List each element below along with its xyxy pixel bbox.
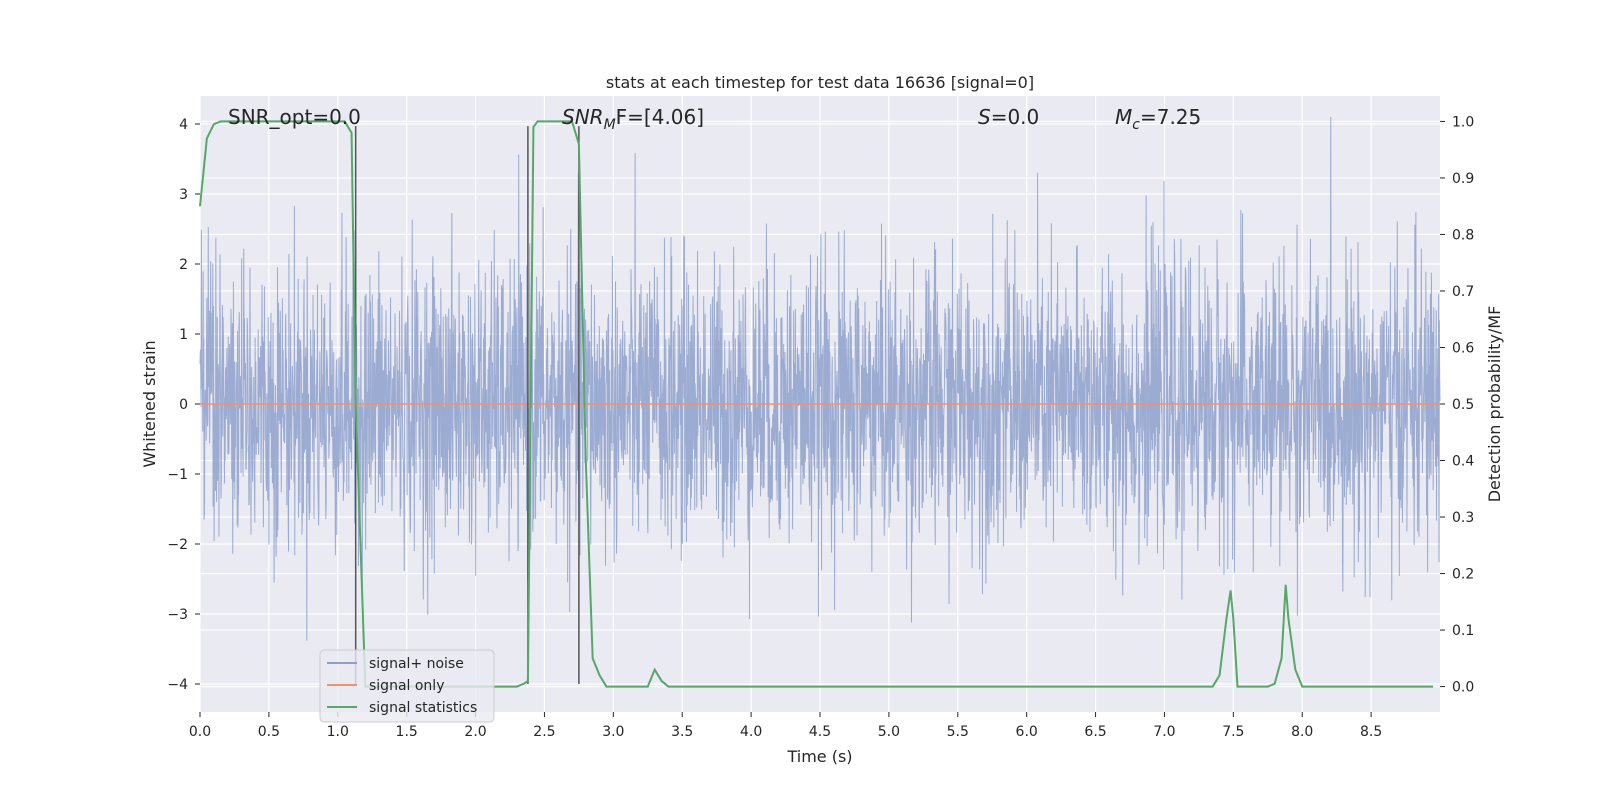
y-right-tick-label: 0.5 — [1452, 397, 1474, 413]
x-tick-label: 6.0 — [1016, 724, 1038, 740]
y-left-tick-label: 2 — [179, 257, 188, 273]
x-tick-label: 6.5 — [1084, 724, 1106, 740]
x-tick-label: 7.5 — [1222, 724, 1244, 740]
x-tick-label: 5.0 — [878, 724, 900, 740]
y-left-tick-label: −1 — [167, 467, 188, 483]
y-right-tick-label: 0.0 — [1452, 680, 1474, 696]
y-right-tick-label: 0.8 — [1452, 227, 1474, 243]
y-left-tick-label: −4 — [167, 677, 188, 693]
y-right-tick-label: 0.3 — [1452, 510, 1474, 526]
y-right-tick-label: 0.7 — [1452, 284, 1474, 300]
annotation-mc: Mc=7.25 — [1115, 105, 1201, 133]
x-tick-label: 8.0 — [1291, 724, 1313, 740]
series-signal-statistics — [199, 120, 1434, 688]
chart-title: stats at each timestep for test data 166… — [606, 73, 1034, 92]
x-tick-label: 3.0 — [602, 724, 624, 740]
x-tick-label: 4.5 — [809, 724, 831, 740]
y-left-tick-label: 3 — [179, 187, 188, 203]
annotation-s-main: S — [978, 105, 991, 129]
y-left-tick-label: −3 — [167, 607, 188, 623]
x-tick-label: 7.0 — [1153, 724, 1175, 740]
x-tick-label: 0.0 — [189, 724, 211, 740]
annotation-snr-mf-sub: M — [604, 117, 616, 133]
y-right-tick-label: 0.4 — [1452, 454, 1474, 470]
y-axis-label-left: Whitened strain — [140, 340, 159, 467]
legend-box — [319, 649, 495, 723]
y-left-tick-label: 4 — [179, 117, 188, 133]
x-tick-label: 1.0 — [327, 724, 349, 740]
y-right-tick-label: 1.0 — [1452, 114, 1474, 130]
x-tick-label: 2.5 — [533, 724, 555, 740]
x-tick-label: 0.5 — [258, 724, 280, 740]
y-right-gridlines — [200, 120, 1440, 688]
y-left-tick-label: 0 — [179, 397, 188, 413]
legend: signal+ noise signal only signal statist… — [319, 649, 495, 723]
y-left-tick-label: −2 — [167, 537, 188, 553]
x-tick-label: 5.5 — [947, 724, 969, 740]
series-signal-noise — [199, 116, 1441, 641]
annotation-snr-mf-rest: F=[4.06] — [616, 105, 704, 129]
annotation-s: S=0.0 — [978, 105, 1039, 129]
y-right-tick-label: 0.2 — [1452, 567, 1474, 583]
y-left-tick-label: 1 — [179, 327, 188, 343]
noise-trace — [199, 116, 1441, 641]
y-ticks-left: 4 3 2 1 0 −1 −2 −3 −4 — [167, 117, 200, 693]
legend-label-signal-only: signal only — [369, 678, 444, 694]
y-right-tick-label: 0.1 — [1452, 623, 1474, 639]
x-tick-label: 2.0 — [464, 724, 486, 740]
annotation-snr-mf: SNRMF=[4.06] — [562, 105, 704, 133]
x-tick-label: 8.5 — [1360, 724, 1382, 740]
y-axis-label-right: Detection probability/MF — [1485, 306, 1504, 503]
annotation-snr-mf-main: SNR — [562, 105, 604, 129]
annotation-s-rest: =0.0 — [991, 105, 1040, 129]
y-right-tick-label: 0.9 — [1452, 171, 1474, 187]
x-tick-label: 3.5 — [671, 724, 693, 740]
y-right-tick-label: 0.6 — [1452, 340, 1474, 356]
x-axis-label: Time (s) — [786, 747, 852, 766]
annotation-mc-main: M — [1115, 105, 1132, 129]
annotation-mc-rest: =7.25 — [1140, 105, 1201, 129]
annotation-snr-opt: SNR_opt=0.0 — [228, 105, 361, 129]
legend-label-signal-noise: signal+ noise — [369, 656, 464, 672]
legend-label-signal-statistics: signal statistics — [369, 700, 477, 716]
x-tick-label: 4.0 — [740, 724, 762, 740]
y-ticks-right: 1.0 0.9 0.8 0.7 0.6 0.5 0.4 0.3 0.2 0.1 0.0 — [1440, 114, 1474, 696]
x-ticks: 0.0 0.5 1.0 1.5 2.0 2.5 3.0 3.5 4.0 4.5 5.0 5.5 6.0 6… — [189, 712, 1382, 740]
x-tick-label: 1.5 — [396, 724, 418, 740]
annotation-mc-sub: c — [1132, 117, 1140, 133]
